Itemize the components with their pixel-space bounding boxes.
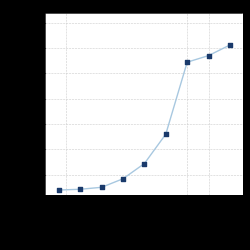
Point [121, 177, 125, 181]
Point [100, 185, 104, 189]
Point [185, 60, 189, 64]
Point [78, 187, 82, 191]
Point [57, 188, 61, 192]
Y-axis label: OD: OD [18, 98, 27, 110]
Point [164, 132, 168, 136]
Point [206, 54, 210, 58]
X-axis label: Rat GALP
Concentration (ng/ml): Rat GALP Concentration (ng/ml) [105, 208, 182, 222]
Point [142, 162, 146, 166]
Point [228, 43, 232, 47]
